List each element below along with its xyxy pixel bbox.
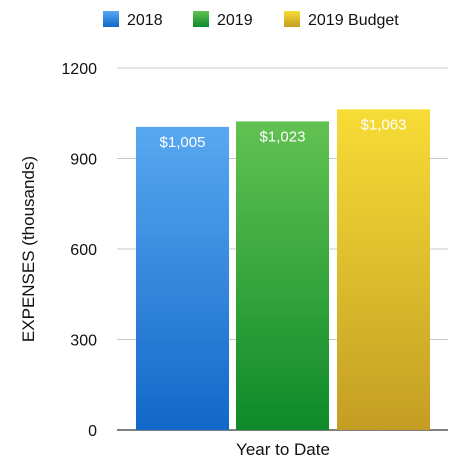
- legend-swatch: [193, 11, 209, 27]
- bar-2018: [136, 126, 229, 430]
- legend-swatch: [284, 11, 300, 27]
- y-tick-label: 300: [70, 333, 97, 350]
- legend-label: 2019 Budget: [308, 12, 399, 29]
- bar-labels: $1,005 $1,023 $1,063: [160, 116, 407, 150]
- bar-value-label: $1,063: [361, 116, 407, 133]
- bar-value-label: $1,005: [160, 134, 206, 151]
- y-tick-label: 0: [88, 423, 97, 440]
- bar-2019: [236, 121, 329, 431]
- legend-label: 2019: [217, 12, 253, 29]
- y-tick-label: 900: [70, 152, 97, 169]
- y-tick-label: 1200: [61, 61, 97, 78]
- y-axis-ticks: 0 300 600 900 1200: [61, 61, 97, 440]
- y-axis-label: EXPENSES (thousands): [19, 156, 38, 342]
- bars: [136, 109, 430, 431]
- legend-swatch: [103, 11, 119, 27]
- legend: 2018 2019 2019 Budget: [103, 11, 399, 29]
- x-axis-label: Year to Date: [236, 440, 330, 459]
- bar-value-label: $1,023: [260, 128, 306, 145]
- legend-label: 2018: [127, 12, 163, 29]
- y-tick-label: 600: [70, 242, 97, 259]
- bar-2019-budget: [337, 109, 430, 430]
